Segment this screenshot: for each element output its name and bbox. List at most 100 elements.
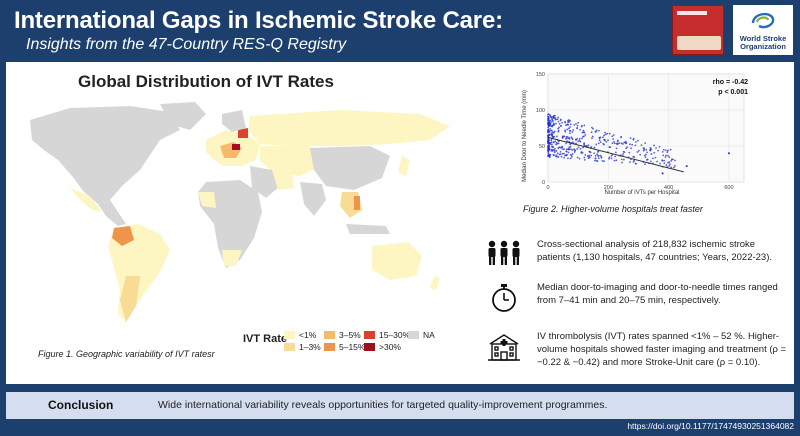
scatter-point (561, 146, 564, 149)
scatter-point (602, 142, 605, 145)
scatter-point (652, 157, 654, 160)
scatter-point (552, 119, 554, 122)
scatter-point (569, 143, 572, 146)
figure-1-caption: Figure 1. Geographic variability of IVT … (38, 349, 215, 359)
scatter-point (598, 139, 601, 142)
scatter-point (614, 151, 617, 154)
scatter-point (548, 139, 550, 142)
scatter-point (596, 153, 599, 156)
scatter-point (625, 147, 628, 150)
world-stroke-organization-logo: World Stroke Organization (733, 5, 793, 55)
scatter-point (571, 152, 574, 155)
scatter-point (549, 119, 552, 122)
scatter-point (556, 118, 559, 121)
scatter-point (560, 155, 563, 158)
map-mexico-yellow (70, 188, 102, 212)
scatter-point (577, 140, 580, 143)
scatter-point (613, 159, 616, 162)
scatter-x-tick: 200 (604, 185, 613, 191)
scatter-point (568, 146, 571, 149)
scatter-point (576, 124, 579, 127)
scatter-plot: 0 200 400 600 0 50 100 150 rho = -0.42 p < 0.00… (522, 72, 748, 196)
legend-swatch (408, 331, 419, 339)
scatter-point (591, 137, 593, 140)
conclusion-bar: Conclusion Wide international variabilit… (6, 392, 794, 419)
scatter-point (645, 159, 648, 161)
scatter-point (644, 156, 647, 159)
scatter-point (603, 134, 606, 137)
scatter-point (559, 146, 561, 149)
map-japan (398, 156, 410, 176)
scatter-point (593, 146, 596, 149)
scatter-point (569, 126, 571, 128)
scatter-point (674, 159, 676, 162)
scatter-point (547, 123, 550, 126)
scatter-point (636, 139, 639, 142)
scatter-point (553, 130, 556, 133)
scatter-point (582, 129, 585, 132)
legend-label: <1% (299, 330, 317, 340)
map-brazil (132, 234, 170, 270)
scatter-point (569, 130, 572, 132)
scatter-point (547, 151, 550, 153)
scatter-point (615, 147, 618, 150)
scatter-point (573, 123, 576, 126)
scatter-point (666, 151, 669, 154)
scatter-point (553, 151, 556, 154)
scatter-point (595, 160, 598, 162)
scatter-point (590, 131, 593, 134)
scatter-point (569, 157, 572, 160)
scatter-point (629, 137, 632, 139)
scatter-x-tick: 600 (724, 185, 733, 191)
scatter-point (608, 132, 611, 135)
scatter-point (630, 147, 633, 150)
scatter-y-tick: 150 (536, 72, 545, 78)
scatter-point (584, 133, 587, 136)
scatter-point (552, 114, 555, 117)
scatter-point (593, 152, 595, 155)
scatter-point (592, 127, 594, 130)
scatter-point (557, 156, 560, 158)
scatter-point (589, 151, 592, 154)
map-indonesia (346, 224, 390, 234)
scatter-point (577, 146, 580, 149)
scatter-point (582, 146, 584, 149)
scatter-point (672, 158, 674, 161)
scatter-point (626, 146, 629, 149)
scatter-point (571, 138, 574, 141)
scatter-point (578, 137, 581, 140)
journal-cover-bar (677, 11, 707, 15)
scatter-point (558, 153, 561, 156)
scatter-point (673, 166, 675, 169)
scatter-point (662, 154, 665, 157)
journal-cover-band (677, 36, 721, 50)
scatter-point (575, 123, 577, 125)
map-india (300, 182, 326, 216)
scatter-point (583, 124, 586, 127)
scatter-point (555, 143, 558, 146)
scatter-point (577, 121, 580, 124)
scatter-point (548, 123, 551, 125)
scatter-point (547, 115, 549, 118)
scatter-point (556, 152, 559, 155)
legend-swatch (284, 343, 295, 351)
scatter-point (621, 161, 623, 164)
scatter-point (669, 148, 672, 151)
scatter-point (620, 135, 623, 138)
scatter-point (576, 156, 579, 159)
doi-link[interactable]: https://doi.org/10.1177/1747493025136408… (627, 421, 794, 431)
scatter-point (578, 157, 581, 160)
map-argentina (120, 276, 140, 322)
scatter-point (600, 156, 603, 159)
page-title: International Gaps in Ischemic Stroke Ca… (14, 7, 503, 34)
legend-item: NA (408, 330, 435, 340)
scatter-point (549, 116, 552, 118)
scatter-point (569, 148, 572, 151)
scatter-point (669, 163, 671, 166)
scatter-point (557, 116, 560, 119)
scatter-point (670, 166, 673, 169)
scatter-point (553, 154, 555, 157)
conclusion-text: Wide international variability reveals o… (158, 399, 608, 411)
legend-item: 3–5% (324, 330, 361, 340)
scatter-point (568, 140, 570, 143)
